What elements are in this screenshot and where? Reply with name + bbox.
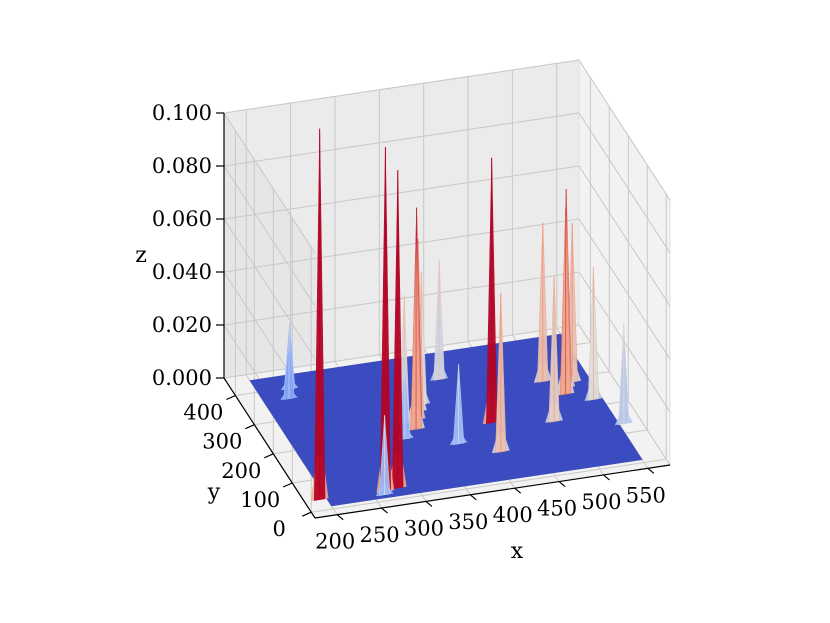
y-tick-label: 100 bbox=[240, 488, 280, 512]
z-axis-label: z bbox=[135, 243, 147, 268]
x-tick-label: 500 bbox=[581, 490, 621, 514]
x-tick bbox=[514, 487, 522, 494]
tick-labels: 200 250 300 350 400 450 500 55001002003004000.0… bbox=[152, 101, 666, 554]
x-tick bbox=[336, 514, 344, 521]
y-tick-label: 300 bbox=[202, 430, 242, 454]
surface-peaks bbox=[280, 128, 633, 501]
y-tick bbox=[226, 394, 236, 401]
x-tick-label: 200 bbox=[315, 530, 355, 554]
z-tick-label: 0.020 bbox=[152, 313, 212, 337]
x-tick-label: 250 bbox=[360, 523, 400, 547]
z-gridline bbox=[223, 218, 671, 413]
y-tick-label: 400 bbox=[183, 401, 223, 425]
y-tick bbox=[264, 453, 274, 459]
y-tick-label: 0 bbox=[273, 517, 286, 541]
x-tick bbox=[469, 494, 477, 501]
z-tick-label: 0.040 bbox=[152, 260, 212, 284]
z-gridline bbox=[223, 59, 671, 254]
z-gridline bbox=[223, 165, 671, 360]
y-tick bbox=[283, 482, 293, 488]
z-tick-label: 0.100 bbox=[152, 101, 212, 125]
x-tick-label: 550 bbox=[626, 483, 666, 507]
y-axis-line bbox=[223, 377, 316, 519]
x-tick bbox=[558, 481, 566, 488]
z-gridline bbox=[223, 112, 671, 307]
y-tick bbox=[245, 424, 255, 430]
x-tick-label: 350 bbox=[448, 510, 488, 534]
x-tick-label: 300 bbox=[404, 516, 444, 540]
x-tick bbox=[603, 474, 610, 481]
x-tick bbox=[381, 507, 388, 514]
y-axis-label: y bbox=[207, 480, 221, 505]
y-tick bbox=[301, 511, 312, 517]
axis-lines bbox=[223, 113, 671, 519]
z-tick-label: 0.080 bbox=[152, 154, 212, 178]
tick-marks bbox=[216, 112, 655, 521]
z-tick-label: 0.000 bbox=[152, 366, 212, 390]
x-tick bbox=[425, 500, 433, 507]
y-tick-label: 200 bbox=[221, 459, 261, 483]
x-axis-label: x bbox=[511, 539, 524, 564]
z-tick-label: 0.060 bbox=[152, 207, 212, 231]
x-axis-line bbox=[314, 464, 671, 519]
x-tick-label: 450 bbox=[537, 497, 577, 521]
x-tick bbox=[647, 467, 655, 474]
x-tick-label: 400 bbox=[493, 503, 533, 527]
